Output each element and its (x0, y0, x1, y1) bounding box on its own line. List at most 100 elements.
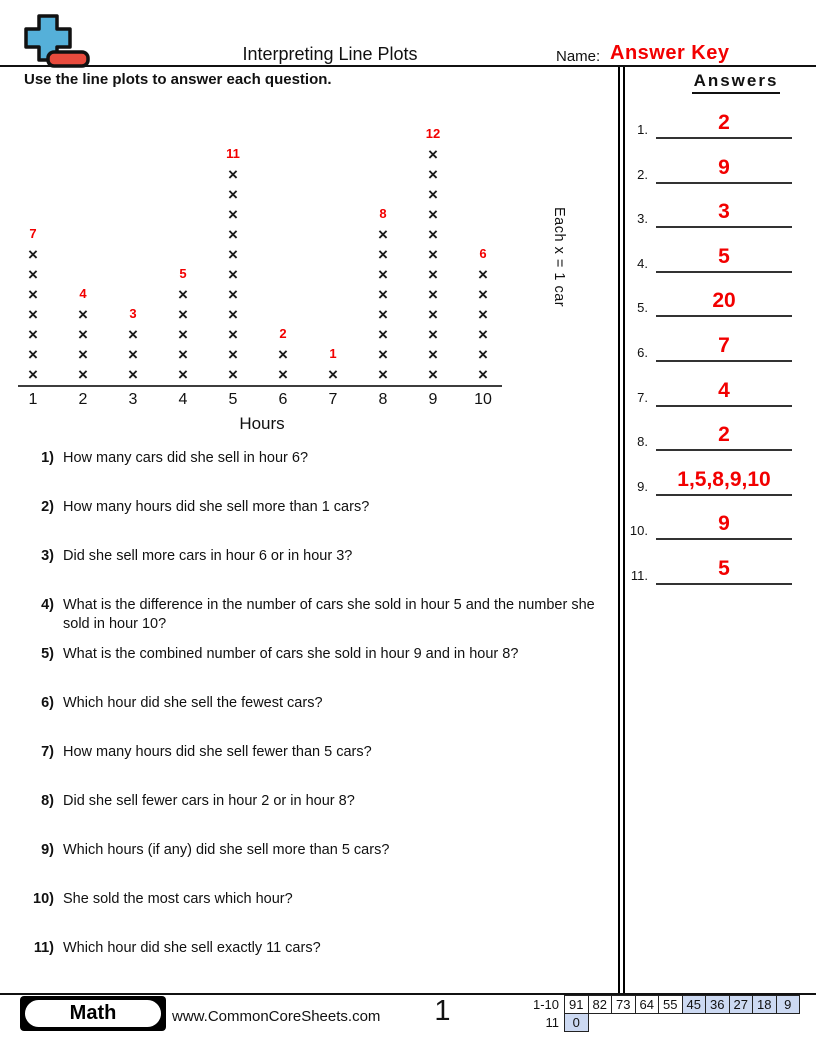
answer-line (656, 404, 792, 407)
score-cells-row: 0 (564, 1013, 589, 1032)
answers-heading: Answers (691, 71, 781, 94)
axis-tick: 5 (228, 391, 238, 408)
score-row-label: 1-10 (532, 997, 559, 1012)
answer-value: 1,5,8,9,10 (677, 467, 771, 491)
x-marker: × (228, 285, 238, 304)
x-marker: × (428, 305, 438, 324)
score-cell: 55 (658, 995, 683, 1014)
question-text: Did she sell fewer cars in hour 2 or in … (63, 793, 355, 809)
score-cell: 73 (611, 995, 636, 1014)
answer-key-text: Answer Key (610, 42, 730, 64)
answer-number: 7. (637, 389, 648, 405)
x-marker: × (228, 265, 238, 284)
instruction-text: Use the line plots to answer each questi… (24, 71, 332, 88)
answer-line (656, 493, 792, 496)
plot-key-label: Each x = 1 car (551, 207, 567, 308)
question-number: 2) (41, 499, 54, 515)
question-number: 3) (41, 548, 54, 564)
x-marker: × (378, 285, 388, 304)
answer-line (656, 360, 792, 362)
count-label: 7 (29, 226, 37, 241)
x-marker: × (228, 185, 238, 204)
plot-column: 11 × × × × × × × × × × × (208, 146, 258, 385)
plot-column: 8 × × × × × × × × (358, 206, 408, 385)
question-text: Which hours (if any) did she sell more t… (63, 842, 390, 858)
question-number: 4) (41, 597, 54, 613)
x-marker: × (428, 325, 438, 344)
answer-line (656, 449, 792, 452)
answer-value: 5 (718, 244, 730, 268)
answer-number: 8. (637, 434, 648, 450)
x-marker: × (228, 325, 238, 344)
axis-tick: 1 (28, 391, 38, 408)
x-marker: × (378, 365, 388, 384)
axis-tick: 8 (378, 391, 388, 408)
answer-number: 11. (630, 568, 648, 583)
x-marker: × (478, 305, 488, 324)
name-label: Name: (556, 48, 601, 65)
answers-separator (618, 67, 625, 993)
answer-line (656, 270, 792, 273)
axis-tick: 3 (128, 391, 138, 408)
x-marker: × (378, 245, 388, 264)
x-marker: × (78, 345, 88, 364)
x-marker: × (478, 325, 488, 344)
question-text: How many cars did she sell in hour 6? (63, 450, 309, 466)
x-marker: × (28, 305, 38, 324)
count-label: 6 (479, 246, 487, 261)
score-cell: 18 (752, 995, 777, 1014)
x-marker: × (78, 305, 88, 324)
answer-line (656, 137, 792, 139)
x-marker: × (478, 365, 488, 384)
answer-value: 3 (718, 200, 730, 224)
x-marker: × (428, 245, 438, 264)
x-marker: × (428, 165, 438, 184)
plot-column: 3 × × × (108, 306, 158, 385)
question-text: Which hour did she sell exactly 11 cars? (63, 940, 321, 956)
question-number: 11) (33, 940, 54, 956)
question-row: 6) Which hour did she sell the fewest car… (28, 694, 616, 713)
count-label: 2 (279, 326, 287, 341)
x-marker: × (378, 345, 388, 364)
answer-number: 3. (637, 211, 648, 227)
question-text: She sold the most cars which hour? (63, 891, 293, 907)
brand-label: Math (25, 1000, 161, 1027)
x-marker: × (178, 345, 188, 364)
score-cell: 82 (587, 995, 612, 1014)
plot-column: 7 × × × × × × × (8, 226, 58, 385)
score-cell: 91 (564, 995, 589, 1014)
x-marker: × (478, 285, 488, 304)
x-marker: × (228, 305, 238, 324)
x-marker: × (228, 225, 238, 244)
count-label: 11 (226, 146, 240, 161)
answer-line (656, 226, 792, 229)
question-number: 1) (41, 450, 54, 466)
score-row-label: 11 (545, 1015, 560, 1030)
question-row: 4) What is the difference in the number o… (28, 596, 616, 634)
question-row: 1) How many cars did she sell in hour 6? (28, 449, 616, 468)
question-text: What is the difference in the number of … (63, 597, 595, 632)
x-marker: × (78, 325, 88, 344)
answer-value: 2 (718, 111, 730, 134)
answer-value: 9 (718, 512, 730, 536)
x-marker: × (428, 185, 438, 204)
header-rule (0, 65, 816, 67)
answer-value: 5 (718, 557, 730, 580)
answer-value: 2 (718, 423, 730, 447)
page-number: 1 (434, 995, 451, 1027)
x-marker: × (28, 245, 38, 264)
x-marker: × (28, 345, 38, 364)
answer-line (656, 583, 792, 585)
site-url: www.CommonCoreSheets.com (172, 1008, 381, 1025)
x-marker: × (428, 225, 438, 244)
x-marker: × (328, 365, 338, 384)
x-marker: × (378, 325, 388, 344)
x-marker: × (278, 345, 288, 364)
question-row: 8) Did she sell fewer cars in hour 2 or i… (28, 792, 616, 811)
answer-value: 4 (718, 378, 730, 402)
axis-tick: 4 (178, 391, 188, 408)
x-marker: × (178, 365, 188, 384)
question-row: 10) She sold the most cars which hour? (28, 890, 616, 909)
answer-value: 20 (712, 289, 736, 313)
answer-line (656, 538, 792, 541)
